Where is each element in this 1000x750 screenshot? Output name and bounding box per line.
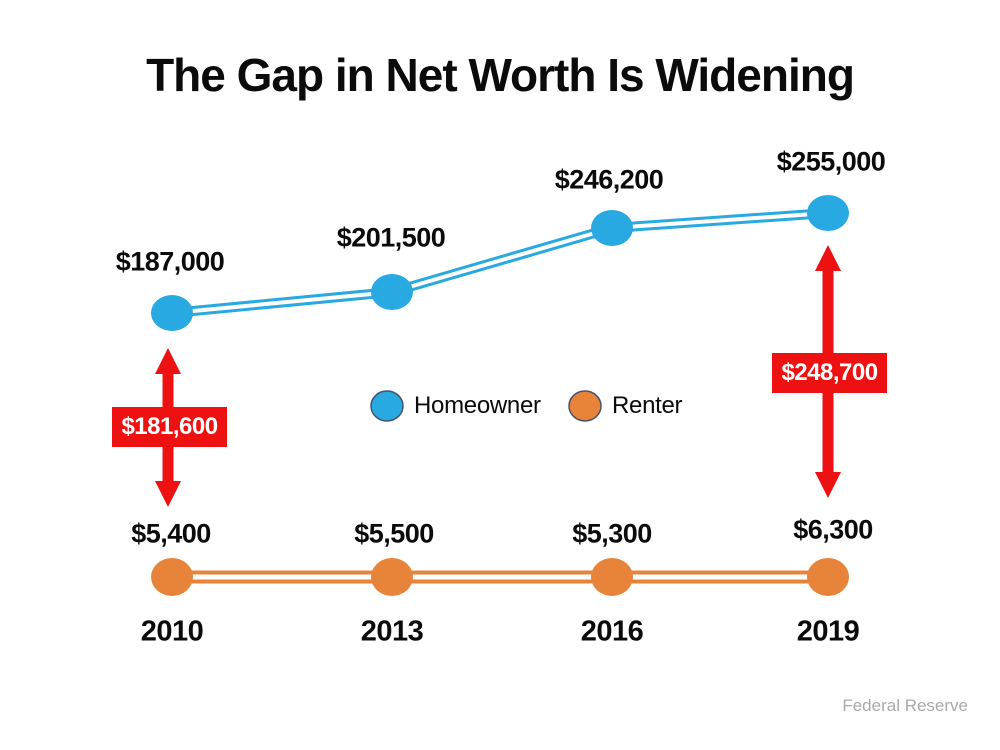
x-axis-label-2016: 2016 [580, 615, 644, 648]
renter-legend-swatch-icon [568, 390, 602, 422]
renter-marker-2010 [151, 558, 193, 596]
homeowner-marker-2013 [371, 274, 413, 310]
x-axis-label-2019: 2019 [796, 615, 860, 648]
source-credit: Federal Reserve [842, 696, 968, 715]
homeowner-legend-swatch-icon [370, 390, 404, 422]
renter-marker-2016 [591, 558, 633, 596]
chart-title: The Gap in Net Worth Is Widening [146, 49, 855, 101]
data-label-homeowner-2013: $201,500 [336, 222, 446, 253]
homeowner-marker-2019 [807, 195, 849, 231]
homeowner-line [171, 208, 829, 318]
x-axis-label-2010: 2010 [140, 615, 204, 648]
legend-item-homeowner: Homeowner [370, 390, 541, 422]
data-label-renter-2013: $5,500 [354, 518, 434, 549]
data-label-renter-2010: $5,400 [131, 518, 211, 549]
x-axis-label-2013: 2013 [360, 615, 424, 648]
gap-label-left-text: $181,600 [121, 413, 218, 440]
data-label-renter-2016: $5,300 [572, 518, 652, 549]
renter-marker-2013 [371, 558, 413, 596]
homeowner-marker-2010 [151, 295, 193, 331]
gap-label-left: $181,600 [112, 407, 227, 447]
legend-item-renter: Renter [568, 390, 683, 422]
data-label-homeowner-2010: $187,000 [115, 246, 225, 277]
gap-label-right-text: $248,700 [781, 359, 878, 386]
data-label-homeowner-2016: $246,200 [554, 164, 664, 195]
data-label-homeowner-2019: $255,000 [776, 146, 886, 177]
legend-label-homeowner: Homeowner [414, 392, 541, 419]
renter-marker-2019 [807, 558, 849, 596]
legend-label-renter: Renter [612, 392, 683, 419]
homeowner-marker-2016 [591, 210, 633, 246]
data-label-renter-2019: $6,300 [793, 514, 873, 545]
gap-label-right: $248,700 [772, 353, 887, 393]
